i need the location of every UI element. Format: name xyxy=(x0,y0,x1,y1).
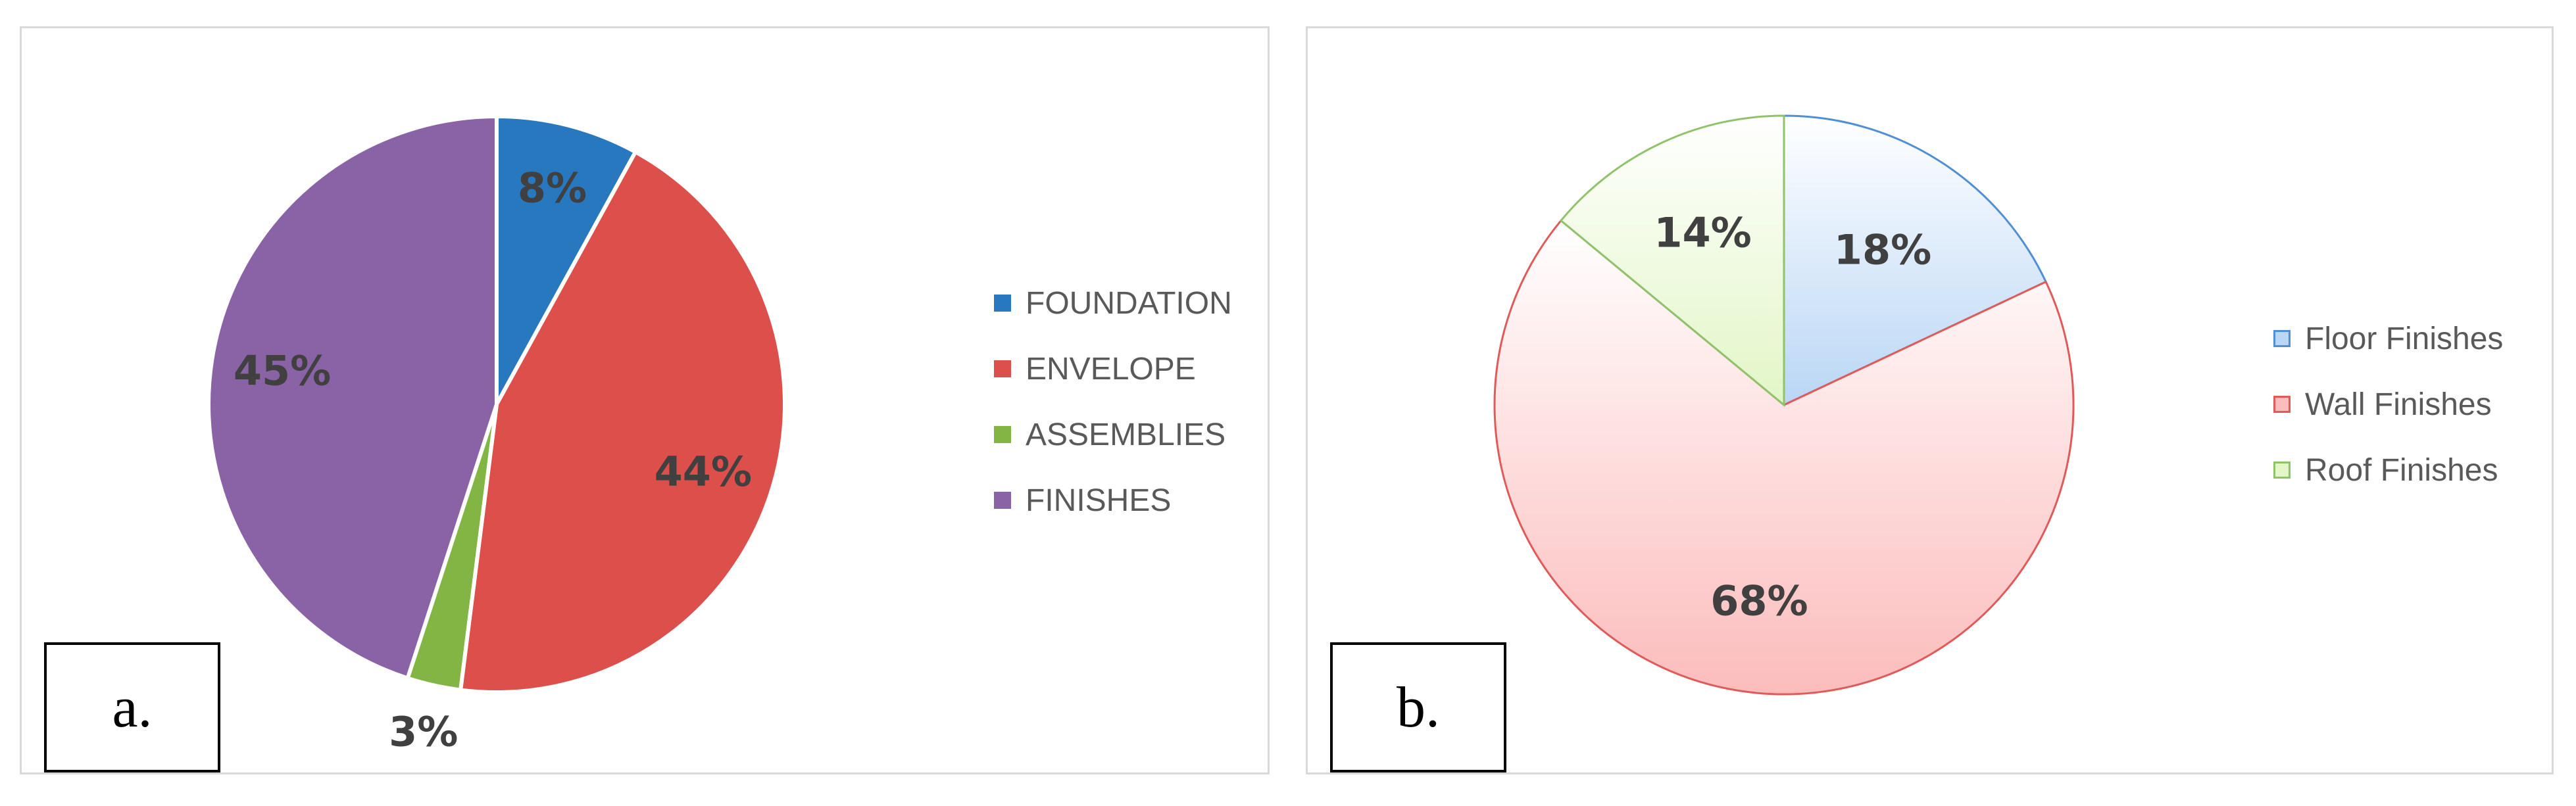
data-label-roof-finishes: 14% xyxy=(1654,209,1751,257)
legend-label: ASSEMBLIES xyxy=(1026,417,1226,452)
pie-chart-panel-a: 8% 44% 3% 45% FOUNDATION ENVELOPE ASSEMBLIE… xyxy=(20,26,1270,774)
data-label-floor-finishes: 18% xyxy=(1834,226,1931,274)
legend-item-floor-finishes: Floor Finishes xyxy=(2273,306,2503,371)
pie-slice-floor-finishes xyxy=(1783,114,2048,407)
data-label-finishes: 45% xyxy=(234,346,331,394)
legend-swatch xyxy=(2273,462,2291,479)
pie-slice-roof-finishes xyxy=(1559,114,1785,408)
legend-label: Wall Finishes xyxy=(2305,387,2492,422)
legend-a: FOUNDATION ENVELOPE ASSEMBLIES FINISHES xyxy=(994,270,1232,533)
pie-slice-envelope xyxy=(458,149,787,694)
pie-slice-foundation xyxy=(495,114,639,406)
legend-swatch xyxy=(994,426,1011,443)
legend-item-foundation: FOUNDATION xyxy=(994,270,1232,336)
legend-b: Floor Finishes Wall Finishes Roof Finish… xyxy=(2273,306,2503,503)
legend-swatch xyxy=(2273,330,2291,347)
legend-label: Floor Finishes xyxy=(2305,321,2504,356)
legend-item-envelope: ENVELOPE xyxy=(994,336,1232,402)
data-label-assemblies: 3% xyxy=(389,708,458,756)
legend-label: Roof Finishes xyxy=(2305,452,2498,488)
panel-label-b: b. xyxy=(1330,642,1506,772)
legend-label: FOUNDATION xyxy=(1026,285,1232,321)
legend-swatch xyxy=(994,492,1011,509)
legend-label: FINISHES xyxy=(1026,483,1172,518)
legend-item-finishes: FINISHES xyxy=(994,467,1232,533)
legend-swatch xyxy=(2273,396,2291,413)
pie-chart-panel-b: 18% 68% 14% Floor Finishes Wall Finishes R… xyxy=(1306,26,2554,774)
legend-swatch xyxy=(994,295,1011,312)
data-label-wall-finishes: 68% xyxy=(1710,577,1808,625)
legend-label: ENVELOPE xyxy=(1026,351,1196,387)
legend-item-assemblies: ASSEMBLIES xyxy=(994,402,1232,467)
legend-item-wall-finishes: Wall Finishes xyxy=(2273,371,2503,437)
panel-label-a: a. xyxy=(44,642,220,772)
pie-chart-a: 8% 44% 3% 45% xyxy=(207,114,787,756)
pie-chart-b: 18% 68% 14% xyxy=(1493,114,2075,696)
pie-slice-finishes xyxy=(207,114,499,681)
pie-slice-wall-finishes xyxy=(1493,219,2075,696)
legend-swatch xyxy=(994,360,1011,377)
data-label-foundation: 8% xyxy=(518,164,587,212)
data-label-envelope: 44% xyxy=(655,448,752,496)
legend-item-roof-finishes: Roof Finishes xyxy=(2273,437,2503,503)
